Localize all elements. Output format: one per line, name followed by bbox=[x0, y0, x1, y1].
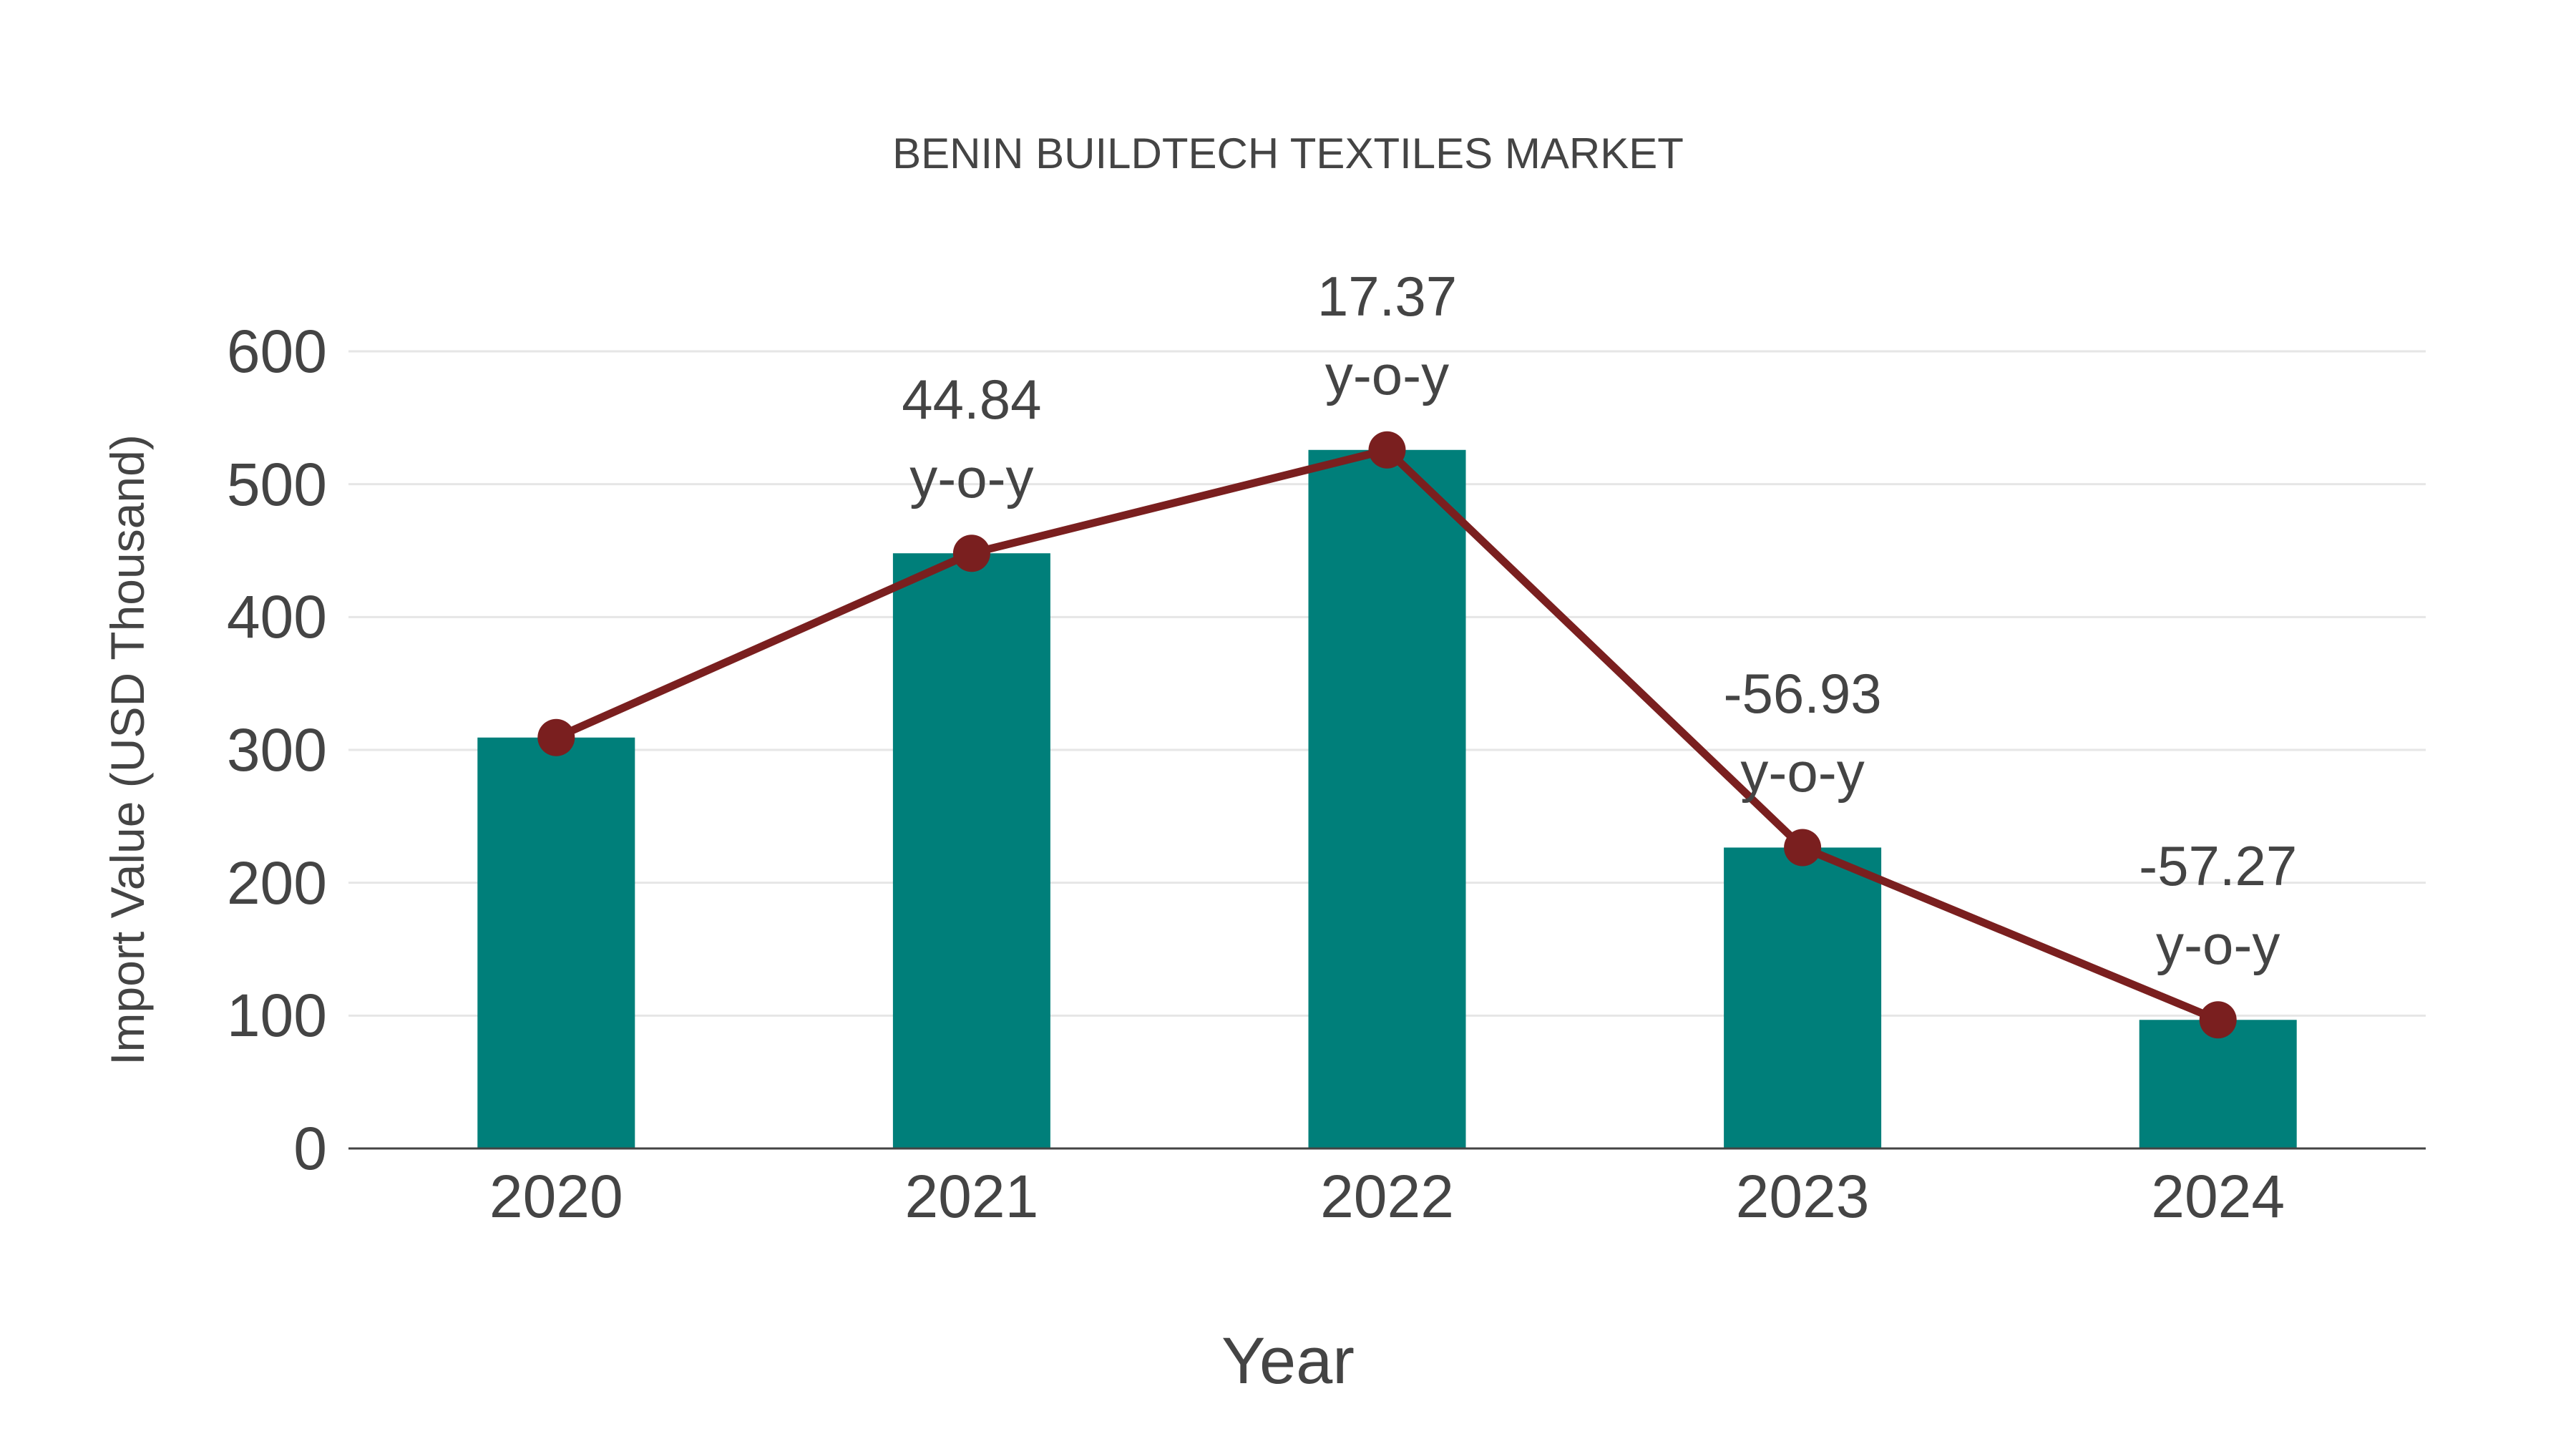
y-tick-label: 300 bbox=[226, 716, 327, 784]
yoy-annotation: 44.84 y-o-y bbox=[829, 360, 1115, 517]
bar-2022[interactable] bbox=[1308, 449, 1466, 1148]
bar-2024[interactable] bbox=[2139, 1020, 2297, 1148]
bar-2021[interactable] bbox=[892, 553, 1050, 1148]
yoy-value: 17.37 bbox=[1317, 264, 1458, 328]
yoy-suffix: y-o-y bbox=[1740, 741, 1865, 804]
y-tick-label: 600 bbox=[226, 318, 327, 385]
trend-marker-2020[interactable] bbox=[537, 718, 575, 756]
trend-marker-2024[interactable] bbox=[2199, 1001, 2237, 1039]
y-tick-label: 200 bbox=[226, 849, 327, 917]
yoy-annotation: 17.37 y-o-y bbox=[1244, 257, 1531, 414]
bar-2020[interactable] bbox=[477, 737, 635, 1148]
yoy-suffix: y-o-y bbox=[2156, 913, 2280, 977]
x-tick-label: 2021 bbox=[904, 1163, 1039, 1230]
yoy-suffix: y-o-y bbox=[1324, 343, 1450, 406]
yoy-value: -57.27 bbox=[2139, 834, 2298, 898]
y-tick-label: 100 bbox=[226, 982, 327, 1050]
x-axis-label: Year bbox=[1221, 1324, 1355, 1397]
yoy-value: 44.84 bbox=[902, 368, 1042, 431]
yoy-value: -56.93 bbox=[1723, 662, 1882, 726]
x-tick-label: 2020 bbox=[489, 1163, 623, 1230]
bar-2023[interactable] bbox=[1724, 847, 1882, 1148]
trend-marker-2023[interactable] bbox=[1784, 829, 1822, 867]
yoy-annotation: -56.93 y-o-y bbox=[1659, 654, 1946, 811]
yoy-annotation: -57.27 y-o-y bbox=[2075, 826, 2361, 984]
x-tick-label: 2022 bbox=[1320, 1163, 1454, 1230]
y-tick-label: 400 bbox=[226, 583, 327, 651]
y-tick-label: 500 bbox=[226, 450, 327, 518]
chart-title: BENIN BUILDTECH TEXTILES MARKET bbox=[892, 130, 1684, 177]
y-tick-label: 0 bbox=[293, 1115, 327, 1182]
x-tick-label: 2024 bbox=[2151, 1163, 2285, 1230]
trend-marker-2021[interactable] bbox=[952, 535, 990, 572]
trend-marker-2022[interactable] bbox=[1368, 431, 1406, 469]
yoy-suffix: y-o-y bbox=[909, 447, 1034, 510]
x-tick-label: 2023 bbox=[1735, 1163, 1870, 1230]
